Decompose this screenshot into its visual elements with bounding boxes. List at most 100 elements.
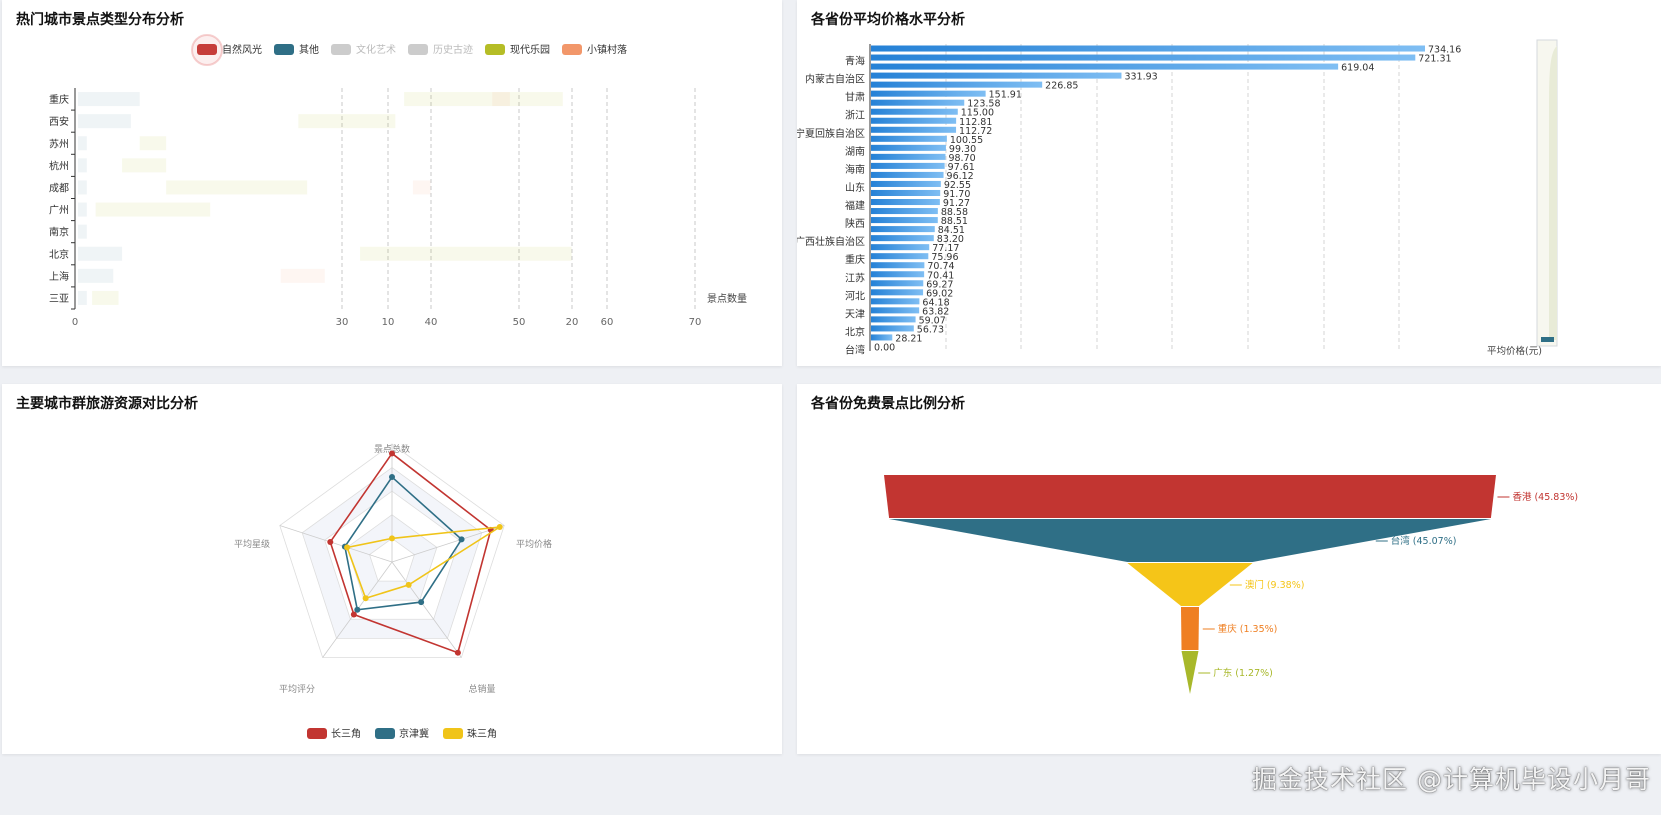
- radar-point: [389, 474, 395, 481]
- funnel-segment-香港: [884, 475, 1496, 518]
- x-tick-label: 30: [336, 317, 349, 328]
- bar-现代乐园: [404, 92, 563, 107]
- price-bar: [871, 90, 986, 97]
- legend-item-1[interactable]: 其他: [274, 43, 319, 56]
- legend-item-3[interactable]: 历史古迹: [408, 43, 473, 56]
- price-bar: [871, 307, 920, 314]
- legend-item-2[interactable]: 珠三角: [443, 727, 497, 740]
- panel-city-group: 主要城市群旅游资源对比分析 景点总数 平均价格 总销量 平均评分 平均星级 长三角 京津冀 珠…: [2, 384, 782, 754]
- funnel-segment-台湾: [889, 519, 1491, 562]
- price-value-label: 88.51: [941, 216, 968, 227]
- y-category-label: 西安: [49, 115, 69, 128]
- y-category-label: 北京: [49, 248, 69, 261]
- panel-province-price: 各省份平均价格水平分析 734.16 721.31 青海 619.04 331.93 内蒙…: [797, 0, 1661, 366]
- legend-swatch: [485, 44, 505, 55]
- bar-小镇村落: [492, 92, 510, 107]
- price-value-label: 331.93: [1124, 72, 1157, 83]
- price-bar: [871, 180, 941, 187]
- panel-title: 各省份免费景点比例分析: [811, 396, 965, 412]
- legend-label: 现代乐园: [510, 44, 550, 56]
- datazoom-handle[interactable]: [1541, 337, 1554, 342]
- legend-label: 其他: [299, 43, 319, 56]
- price-bar: [871, 189, 941, 196]
- radar-point: [362, 595, 369, 602]
- x-tick-label: 70: [689, 317, 702, 328]
- legend-item-2[interactable]: 文化艺术: [331, 43, 396, 56]
- price-value-label: 151.91: [989, 90, 1022, 101]
- x-tick-label: 0: [72, 317, 78, 328]
- price-value-label: 115.00: [961, 108, 994, 119]
- price-bar: [871, 262, 925, 269]
- legend-item-1[interactable]: 京津冀: [375, 727, 429, 740]
- bar-现代乐园: [298, 114, 396, 129]
- bar-现代乐园: [139, 136, 167, 151]
- province-label: 江苏: [845, 271, 865, 284]
- bar-其他: [78, 158, 87, 173]
- bar-其他: [78, 224, 87, 239]
- price-bar: [871, 126, 957, 133]
- radar-point: [418, 599, 425, 606]
- radar-point: [454, 649, 461, 656]
- legend-item-0[interactable]: 自然风光: [197, 43, 262, 56]
- price-bar: [871, 99, 965, 106]
- bar-现代乐园: [92, 290, 119, 305]
- price-value-label: 84.51: [938, 225, 965, 236]
- bar-其他: [78, 268, 114, 283]
- radar-point: [496, 523, 503, 530]
- legend-swatch: [408, 44, 428, 55]
- radar-indicator-label: 景点总数: [374, 443, 410, 455]
- bar-现代乐园: [95, 202, 211, 217]
- bar-小镇村落: [280, 268, 325, 283]
- radar-point: [344, 544, 351, 551]
- price-value-label: 28.21: [895, 333, 922, 344]
- province-label: 福建: [845, 199, 865, 212]
- price-bar: [871, 117, 957, 124]
- radar-point: [389, 450, 395, 457]
- legend-item-0[interactable]: 长三角: [307, 728, 361, 740]
- legend-swatch: [307, 728, 327, 739]
- radar-axis: [391, 525, 505, 563]
- price-value-label: 59.07: [919, 315, 946, 326]
- price-value-label: 69.02: [926, 288, 953, 299]
- legend-item-4[interactable]: 现代乐园: [485, 44, 550, 56]
- price-bar: [871, 81, 1043, 88]
- bar-其他: [78, 114, 131, 129]
- bar-其他: [78, 92, 140, 107]
- price-value-label: 226.85: [1045, 81, 1078, 92]
- price-bar: [871, 144, 946, 151]
- price-bar: [871, 253, 929, 260]
- x-axis-title: 景点数量: [707, 292, 747, 305]
- legend-label: 历史古迹: [433, 43, 473, 56]
- province-label: 甘肃: [845, 91, 865, 104]
- radar-indicator-label: 平均评分: [279, 683, 315, 695]
- price-value-label: 112.81: [959, 117, 992, 128]
- panel-title: 各省份平均价格水平分析: [811, 12, 965, 28]
- legend-swatch: [197, 44, 217, 55]
- price-value-label: 88.58: [941, 207, 968, 218]
- funnel-label: 重庆 (1.35%): [1218, 623, 1278, 635]
- price-value-label: 112.72: [959, 126, 992, 137]
- funnel-segment-澳门: [1127, 563, 1253, 606]
- funnel-label: 香港 (45.83%): [1512, 491, 1578, 503]
- free-ratio-funnel-chart: 香港 (45.83%) 台湾 (45.07%) 澳门 (9.38%) 重庆 (1.35…: [884, 475, 1578, 694]
- radar-indicator-label: 平均价格: [516, 538, 552, 550]
- price-value-label: 97.61: [948, 162, 975, 173]
- price-value-label: 56.73: [917, 324, 944, 335]
- x-tick-label: 50: [513, 317, 526, 328]
- price-bar: [871, 162, 945, 169]
- price-value-label: 100.55: [950, 135, 983, 146]
- legend-label: 珠三角: [467, 727, 497, 740]
- legend-label: 长三角: [331, 728, 361, 740]
- price-value-label: 70.41: [927, 270, 954, 281]
- price-bar: [871, 289, 924, 296]
- province-label: 内蒙古自治区: [805, 73, 865, 86]
- price-bar: [871, 244, 930, 251]
- funnel-segment-重庆: [1180, 607, 1200, 650]
- price-bar: [871, 108, 958, 115]
- price-value-label: 75.96: [931, 252, 958, 263]
- radar-point: [327, 538, 334, 545]
- price-bar: [871, 280, 924, 287]
- bar-其他: [78, 246, 123, 261]
- legend-item-5[interactable]: 小镇村落: [562, 43, 627, 56]
